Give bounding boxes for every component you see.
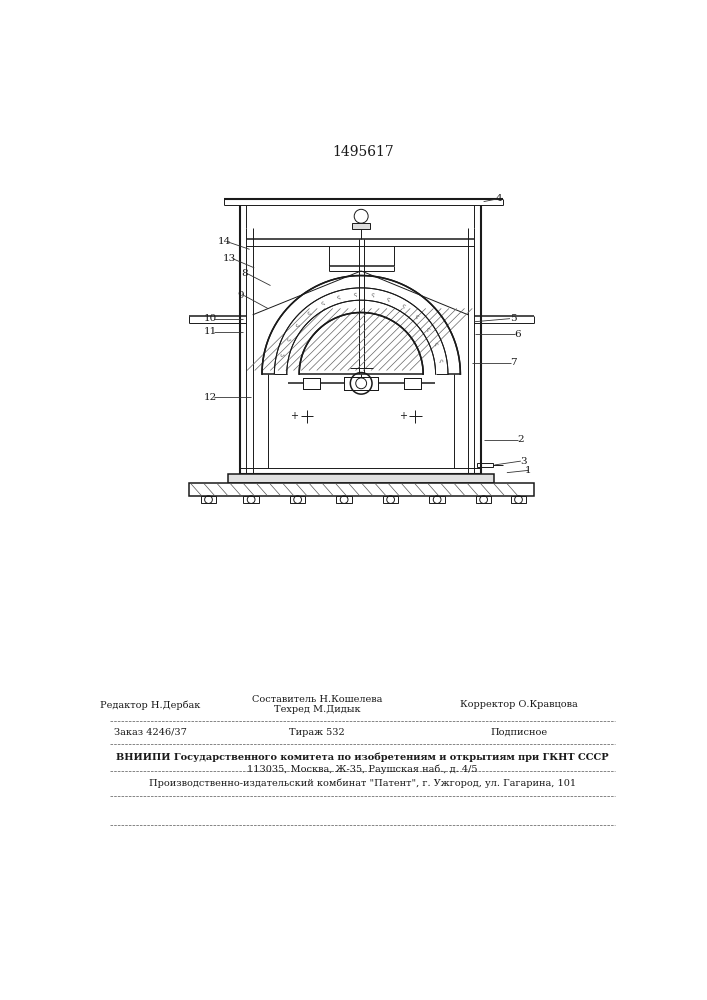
Text: ς: ς (295, 322, 300, 328)
Text: 3: 3 (520, 457, 527, 466)
Text: 6: 6 (515, 330, 521, 339)
Text: ς: ς (337, 294, 341, 300)
Bar (243, 496, 259, 503)
Text: ς: ς (354, 292, 358, 297)
Text: Подписное: Подписное (490, 728, 547, 737)
Bar (404, 378, 421, 389)
Text: 4: 4 (496, 194, 503, 203)
Bar (352, 223, 370, 229)
Text: 8: 8 (242, 269, 248, 278)
Bar (228, 474, 494, 483)
Text: 12: 12 (204, 393, 218, 402)
Bar (337, 496, 352, 503)
Bar (404, 378, 421, 389)
Text: ς: ς (306, 310, 312, 316)
Text: ς: ς (386, 296, 392, 302)
Text: Заказ 4246/37: Заказ 4246/37 (114, 728, 187, 737)
Text: Производственно-издательский комбинат "Патент", г. Ужгород, ул. Гагарина, 101: Производственно-издательский комбинат "П… (149, 779, 576, 788)
Text: ς: ς (425, 326, 431, 332)
Bar (189, 483, 534, 496)
Text: 113035, Москва, Ж-35, Раушская наб., д. 4/5: 113035, Москва, Ж-35, Раушская наб., д. … (247, 764, 478, 774)
Text: Техред М.Дидык: Техред М.Дидык (274, 705, 361, 714)
Text: 11: 11 (204, 327, 218, 336)
Bar (344, 377, 378, 390)
Text: ς: ς (414, 313, 420, 320)
Text: Составитель Н.Кошелева: Составитель Н.Кошелева (252, 695, 382, 704)
Bar (290, 496, 305, 503)
Text: 14: 14 (217, 237, 230, 246)
Bar (303, 378, 320, 389)
Text: +: + (399, 411, 407, 421)
Text: ς: ς (370, 292, 375, 298)
Text: 1495617: 1495617 (332, 145, 394, 159)
Text: ς: ς (433, 341, 439, 347)
Bar (476, 496, 491, 503)
Text: +: + (291, 411, 298, 421)
Text: ς: ς (286, 336, 292, 342)
Text: ВНИИПИ Государственного комитета по изобретениям и открытиям при ГКНТ СССР: ВНИИПИ Государственного комитета по изоб… (117, 753, 609, 762)
Text: 10: 10 (204, 314, 218, 323)
Text: 13: 13 (223, 254, 236, 263)
Text: Корректор О.Кравцова: Корректор О.Кравцова (460, 700, 578, 709)
Text: ς: ς (438, 358, 443, 362)
Text: Тираж 532: Тираж 532 (289, 728, 345, 737)
Text: 7: 7 (510, 358, 517, 367)
Text: 1: 1 (525, 466, 532, 475)
Bar (477, 463, 493, 467)
Wedge shape (300, 374, 422, 435)
Bar (429, 496, 445, 503)
Text: ς: ς (401, 303, 407, 309)
Text: 2: 2 (518, 435, 524, 444)
Bar (510, 496, 526, 503)
Text: 9: 9 (238, 291, 245, 300)
Wedge shape (258, 374, 464, 477)
Bar (201, 496, 216, 503)
Bar (344, 377, 378, 390)
Text: ς: ς (280, 352, 286, 357)
Text: 5: 5 (510, 314, 516, 323)
Bar (383, 496, 398, 503)
Text: ς: ς (320, 300, 326, 306)
Bar (303, 378, 320, 389)
Text: Редактор Н.Дербак: Редактор Н.Дербак (100, 700, 201, 710)
Wedge shape (274, 374, 448, 460)
